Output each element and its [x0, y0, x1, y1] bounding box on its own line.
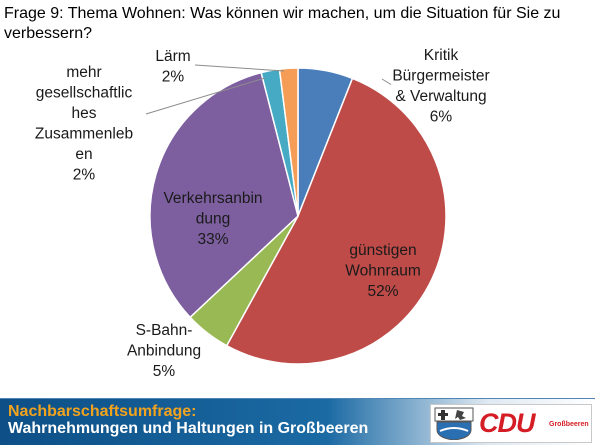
pie-leader-line [194, 64, 285, 72]
pie-chart: Kritik Bürgermeister & Verwaltung 6% günstig… [35, 47, 490, 380]
pie-slice-label: Kritik Bürgermeister & Verwaltung 6% [392, 47, 489, 126]
pie-leader-line [381, 78, 392, 85]
pie-slice-label: günstigen Wohnraum 52% [345, 242, 421, 300]
pie-slice [225, 77, 447, 365]
pie-slice-label: Lärm 2% [155, 48, 190, 86]
pie-slice-label: Verkehrsanbin dung 33% [163, 190, 262, 248]
pie-slice [149, 71, 299, 319]
coat-of-arms-icon [434, 407, 474, 440]
footer-subtitle: Wahrnehmungen und Haltungen in Großbeere… [8, 420, 369, 437]
question-title: Frage 9: Thema Wohnen: Was können wir ma… [4, 5, 561, 42]
cdu-logo-text: CDU [479, 408, 535, 438]
pie-slice-label: mehr gesellschaftlic hes Zusammenleb en 2% [35, 64, 133, 184]
pie-leader-line [145, 77, 266, 115]
cdu-logo-subtext: Großbeeren [549, 421, 589, 428]
footer-title: Nachbarschaftsumfrage: [8, 403, 197, 420]
pie-slice [278, 67, 299, 217]
pie-slice-label: S-Bahn-Anbindung 5% [127, 322, 201, 380]
cdu-logo: CDU Großbeeren [430, 404, 592, 443]
